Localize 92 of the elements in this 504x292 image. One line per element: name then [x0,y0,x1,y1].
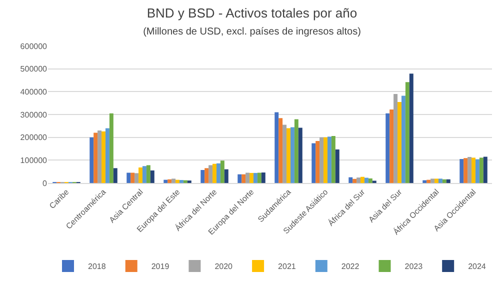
bar [134,173,139,183]
bar [187,180,192,183]
bar [324,137,328,183]
bar [475,159,480,183]
bar [352,178,357,183]
bar [446,179,450,183]
y-tick-label: 300000 [20,110,48,120]
bar [257,172,262,183]
bar [426,180,431,183]
bar [130,172,135,183]
legend-label: 2024 [468,262,486,272]
bar [261,172,266,183]
bar [298,128,302,183]
bar [246,172,250,183]
bar [401,96,406,183]
y-tick-label: 500000 [20,64,48,74]
bar [316,140,320,183]
y-tick-label: 600000 [20,42,48,51]
bar [331,136,336,183]
bar [286,128,290,183]
bar [208,165,213,183]
bar [364,178,368,183]
legend-label: 2020 [214,262,234,272]
bar [113,168,118,183]
bar [138,167,142,183]
bar [348,177,353,183]
bar [183,180,188,183]
bar [176,180,180,183]
bar [109,113,114,183]
bar [250,172,254,183]
bar [368,178,372,183]
legend-label: 2022 [341,262,360,272]
bar [282,124,287,183]
bar [409,74,414,183]
bar [320,137,324,183]
bar [238,174,242,183]
bar [479,158,484,183]
bar [422,180,427,183]
bar [98,130,102,183]
bar [224,169,228,183]
legend-label: 2021 [278,262,296,272]
bar [390,109,394,183]
bar [405,82,410,183]
y-tick-label: 0 [42,178,48,188]
bar [472,158,476,183]
chart-subtitle: (Millones de USD, excl. países de ingresos altos) [143,26,361,38]
bar [278,118,283,183]
y-tick-label: 400000 [20,87,48,96]
bar [253,172,258,183]
bar [398,102,402,183]
bar [90,137,94,183]
bar [360,176,364,183]
bar [438,178,442,183]
bar [242,174,246,183]
bar [94,132,98,183]
y-tick-label: 200000 [20,133,48,142]
bar [142,166,146,183]
legend-label: 2019 [151,262,170,272]
legend-label: 2018 [88,262,106,272]
bar [434,178,438,183]
legend-label: 2023 [404,262,424,272]
bar [212,164,216,183]
bar [430,178,435,183]
bar [386,113,390,183]
bar [274,112,279,183]
bar [294,119,298,183]
bar [102,131,106,183]
bar [356,178,361,183]
bar [394,94,398,183]
bar [146,165,150,183]
bar [312,143,316,183]
bar [327,136,332,183]
bar [216,163,220,183]
bar [483,156,488,183]
bar [164,180,168,183]
bar [290,127,294,183]
bar [464,158,468,183]
bar [468,156,472,183]
bar [204,168,209,183]
bar [442,179,446,183]
bar [335,149,340,183]
y-tick-label: 100000 [20,156,48,165]
chart-title: BND y BSD - Activos totales por año [146,6,358,21]
bar [172,178,176,183]
bar [200,170,205,183]
bar [179,180,184,183]
bar [220,160,224,183]
bar [105,128,110,183]
bar [460,159,464,183]
bar [150,170,154,183]
bar [168,179,172,183]
bar [126,172,131,183]
